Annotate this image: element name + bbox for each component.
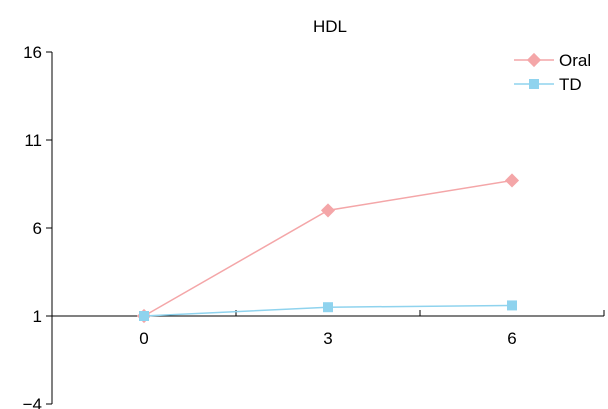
legend-label-td: TD (559, 75, 582, 94)
x-axis-ticks: 0 3 6 (51, 310, 605, 348)
legend-item-oral: Oral (514, 51, 591, 70)
data-point-oral (320, 203, 336, 218)
legend: Oral TD (514, 51, 591, 94)
series-line-oral (143, 179, 513, 317)
data-point-oral (504, 173, 520, 188)
y-tick-label: 1 (33, 307, 42, 326)
legend-label-oral: Oral (559, 51, 591, 70)
data-point-td (323, 302, 333, 313)
chart-title: HDL (313, 17, 347, 36)
y-tick-label: 11 (24, 131, 42, 150)
data-point-td (139, 311, 149, 321)
x-tick-label: 6 (507, 329, 516, 348)
series-layer (136, 173, 520, 324)
data-point-td (507, 300, 517, 311)
x-tick-label: 0 (139, 329, 148, 348)
y-tick-label: 6 (33, 219, 42, 238)
y-tick-label: 16 (23, 43, 42, 62)
x-tick-label: 3 (323, 329, 332, 348)
y-tick-label: −4 (23, 395, 42, 409)
legend-item-td: TD (514, 75, 582, 94)
